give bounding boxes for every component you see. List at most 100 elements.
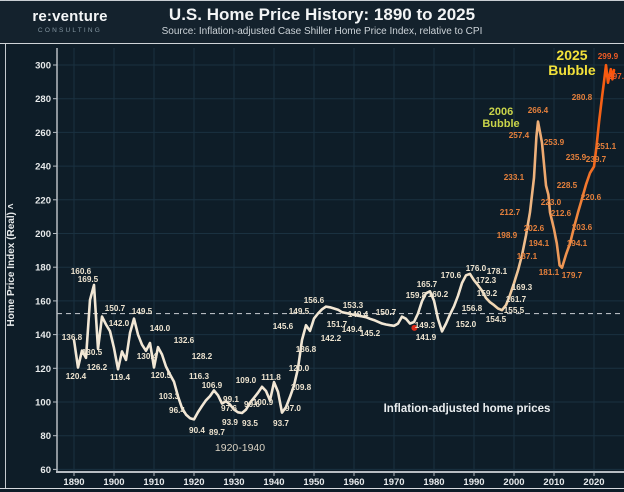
value-label: 145.2 bbox=[360, 329, 381, 338]
x-tick-label: 2010 bbox=[543, 477, 564, 488]
value-label: 145.6 bbox=[273, 322, 294, 331]
value-label: 93.9 bbox=[222, 418, 238, 427]
value-label: 136.8 bbox=[296, 345, 317, 354]
x-tick-label: 1890 bbox=[63, 477, 84, 488]
y-tick-label: 300 bbox=[35, 61, 51, 72]
value-label: 181.1 bbox=[539, 268, 560, 277]
annotation-1920-1940: 1920-1940 bbox=[215, 442, 265, 454]
value-label: 169.5 bbox=[78, 275, 99, 284]
value-label: 111.8 bbox=[261, 373, 281, 382]
x-tick-label: 2000 bbox=[503, 477, 524, 488]
title-block: U.S. Home Price History: 1890 to 2025 So… bbox=[120, 4, 524, 39]
logo-tagline-text: CONSULTING bbox=[37, 27, 103, 34]
value-label: 257.4 bbox=[509, 131, 530, 140]
value-label: 96.4 bbox=[169, 406, 185, 415]
value-label: 233.1 bbox=[504, 173, 525, 182]
value-label: 194.1 bbox=[567, 239, 588, 248]
value-label: 93.5 bbox=[242, 419, 258, 428]
value-label: 223.0 bbox=[541, 198, 562, 207]
value-label: 100.9 bbox=[253, 398, 274, 407]
value-label: 99.6 bbox=[244, 400, 260, 409]
value-label: 297. bbox=[608, 72, 624, 81]
value-label: 150.7 bbox=[376, 308, 397, 317]
y-tick-label: 80 bbox=[40, 431, 51, 442]
value-label: 170.6 bbox=[441, 271, 462, 280]
x-tick-label: 1990 bbox=[463, 477, 484, 488]
x-tick-label: 1940 bbox=[263, 477, 284, 488]
value-label: 93.7 bbox=[273, 419, 289, 428]
value-label: 253.9 bbox=[544, 138, 565, 147]
y-axis-title: Home Price Index (Real) ˄ bbox=[6, 203, 17, 326]
y-tick-label: 100 bbox=[35, 398, 51, 409]
x-tick-label: 1900 bbox=[103, 477, 124, 488]
value-label: 142.0 bbox=[109, 319, 130, 328]
value-label: 251.1 bbox=[596, 142, 617, 151]
value-label: 109.8 bbox=[291, 383, 312, 392]
value-label: 116.3 bbox=[189, 372, 209, 381]
y-tick-label: 260 bbox=[35, 128, 51, 139]
x-tick-label: 1960 bbox=[343, 477, 364, 488]
home-price-line bbox=[72, 63, 616, 421]
x-tick-label: 1980 bbox=[423, 477, 444, 488]
value-label: 169.3 bbox=[512, 283, 533, 292]
y-tick-label: 180 bbox=[35, 263, 51, 274]
value-label: 90.4 bbox=[189, 426, 205, 435]
y-tick-label: 240 bbox=[35, 162, 51, 173]
figure-border-top bbox=[0, 0, 624, 1]
y-tick-label: 200 bbox=[35, 229, 51, 240]
value-label: 155.5 bbox=[504, 306, 525, 315]
value-label: 126.2 bbox=[87, 363, 108, 372]
value-label: 161.7 bbox=[506, 295, 527, 304]
value-label: 165.7 bbox=[417, 280, 438, 289]
value-label: 120.0 bbox=[289, 364, 310, 373]
value-label: 239.7 bbox=[586, 155, 607, 164]
value-label: 99.1 bbox=[223, 395, 239, 404]
value-label: 103.3 bbox=[159, 392, 180, 401]
value-label: 176.0 bbox=[466, 264, 487, 273]
value-label: 149.4 bbox=[348, 310, 369, 319]
value-label: 198.9 bbox=[497, 231, 518, 240]
value-label: 106.9 bbox=[202, 381, 223, 390]
value-label: 128.2 bbox=[192, 352, 213, 361]
value-label: 220.6 bbox=[581, 193, 602, 202]
x-tick-label: 1970 bbox=[383, 477, 404, 488]
value-label: 212.7 bbox=[500, 208, 521, 217]
annotation-2025-bubble: 2025 Bubble bbox=[548, 47, 596, 78]
value-label: 194.1 bbox=[529, 239, 550, 248]
x-tick-label: 1930 bbox=[223, 477, 244, 488]
figure-border-left bbox=[5, 0, 6, 489]
value-label: 280.8 bbox=[572, 93, 593, 102]
value-label: 179.7 bbox=[562, 271, 583, 280]
value-label: 266.4 bbox=[528, 106, 549, 115]
chart-header: re:venture CONSULTING U.S. Home Price Hi… bbox=[0, 1, 624, 44]
value-label: 119.4 bbox=[110, 373, 130, 382]
value-label: 120.4 bbox=[66, 372, 87, 381]
value-label: 141.9 bbox=[416, 333, 437, 342]
value-label: 109.0 bbox=[236, 376, 257, 385]
red-marker-dot bbox=[411, 324, 418, 331]
value-label: 149.5 bbox=[132, 307, 153, 316]
value-label: 130.5 bbox=[82, 348, 103, 357]
annotation-series-name: Inflation-adjusted home prices bbox=[384, 403, 551, 415]
x-tick-label: 1920 bbox=[183, 477, 204, 488]
value-label: 159.2 bbox=[477, 289, 498, 298]
y-tick-label: 140 bbox=[35, 330, 51, 341]
chart-subtitle: Source: Inflation-adjusted Case Shiller … bbox=[161, 26, 483, 37]
value-label: 150.7 bbox=[105, 304, 126, 313]
value-label: 97.6 bbox=[221, 404, 237, 413]
value-label: 156.8 bbox=[462, 304, 483, 313]
reventure-logo: re:venture CONSULTING bbox=[24, 8, 116, 35]
value-label: 120.5 bbox=[151, 371, 172, 380]
value-label: 130.4 bbox=[137, 352, 158, 361]
x-tick-label: 1910 bbox=[143, 477, 164, 488]
value-label: 89.7 bbox=[209, 428, 225, 437]
value-label: 156.6 bbox=[304, 296, 325, 305]
figure-border-bottom bbox=[0, 488, 624, 489]
value-label: 153.3 bbox=[343, 301, 364, 310]
value-label: 132.6 bbox=[174, 336, 195, 345]
value-label: 97.0 bbox=[285, 404, 301, 413]
value-label: 299.9 bbox=[598, 52, 619, 61]
y-tick-label: 220 bbox=[35, 195, 51, 206]
